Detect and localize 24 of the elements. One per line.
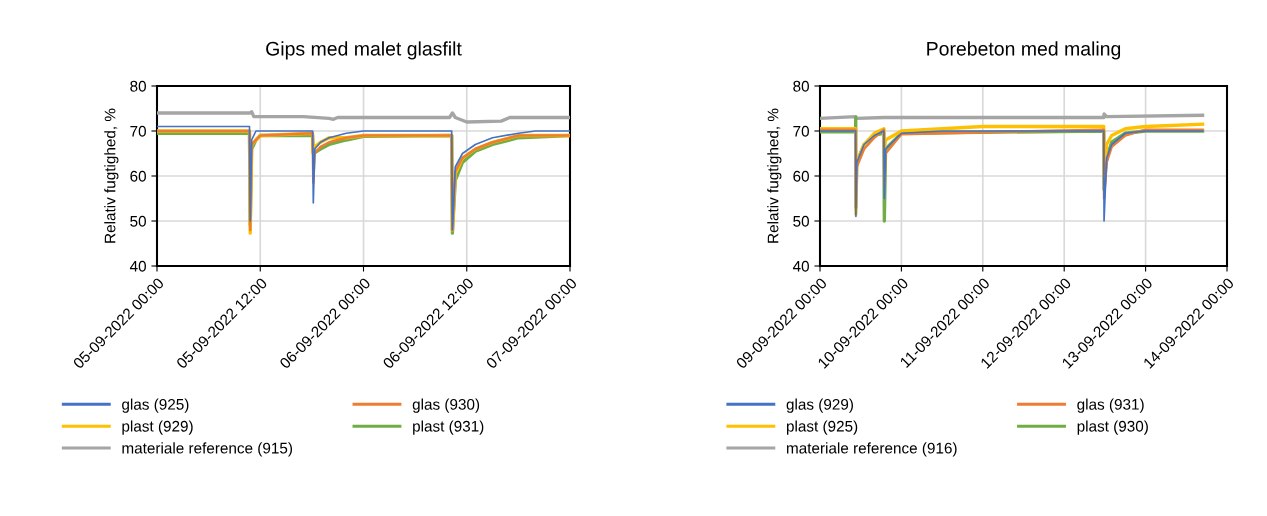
y-tick-label: 70 (793, 125, 809, 137)
y-tick-label: 60 (130, 170, 146, 182)
y-tick-label: 80 (130, 80, 146, 92)
chart-title: Gips med malet glasfilt (266, 41, 462, 60)
y-tick-label: 50 (130, 215, 146, 227)
y-tick-label: 50 (793, 215, 809, 227)
chart-title: Porebeton med maling (927, 41, 1121, 60)
y-tick-label: 80 (793, 80, 809, 92)
y-axis-title: Relativ fugtighed, % (104, 108, 119, 243)
y-tick-label: 60 (793, 170, 809, 182)
legend-label: glas (931) (1077, 398, 1144, 413)
legend-label: materiale reference (915) (122, 442, 293, 457)
legend-label: glas (930) (412, 398, 480, 413)
legend-label: plast (925) (786, 420, 858, 435)
legend-label: materiale reference (916) (787, 442, 957, 457)
y-tick-label: 40 (792, 260, 809, 272)
y-axis-title: Relativ fugtighed, % (767, 108, 782, 243)
legend-label: glas (929) (786, 398, 853, 413)
y-tick-label: 70 (130, 125, 146, 137)
legend-label: plast (931) (413, 420, 484, 435)
legend-label: plast (929) (122, 420, 193, 435)
legend-label: glas (925) (122, 398, 189, 413)
legend-label: plast (930) (1077, 420, 1148, 435)
y-tick-label: 40 (129, 260, 146, 272)
